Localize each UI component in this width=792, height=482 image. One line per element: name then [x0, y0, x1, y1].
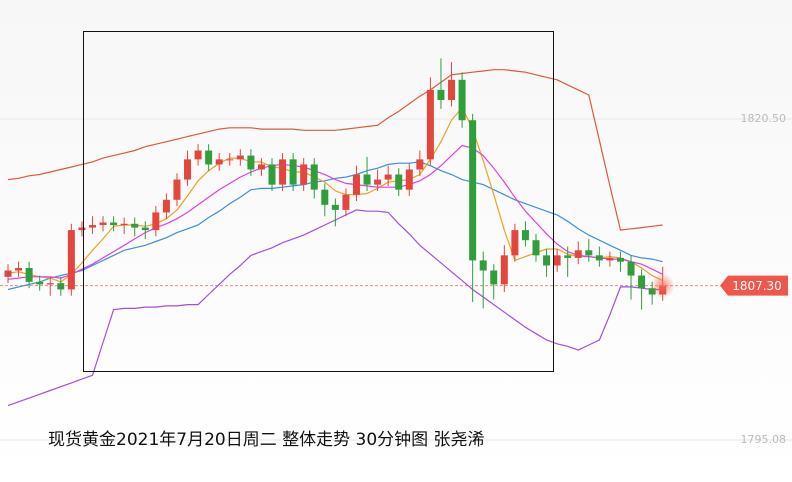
candle-body — [331, 204, 339, 210]
candle-body — [448, 79, 456, 101]
candle-body — [25, 267, 33, 282]
y-tick-label: 1820.50 — [741, 112, 787, 125]
candle-body — [289, 159, 297, 185]
candle-body — [469, 120, 477, 261]
candle-body — [458, 79, 466, 121]
candle-body — [310, 164, 318, 190]
candle-body — [543, 255, 551, 266]
candle-body — [162, 199, 170, 213]
grid — [0, 118, 792, 441]
labels: 1820.50 1795.08 1807.30 — [650, 112, 788, 446]
candle-body — [131, 223, 139, 228]
candle-body — [236, 155, 244, 160]
candle-body — [78, 227, 86, 231]
candle-body — [553, 255, 561, 266]
candle-body — [437, 89, 445, 101]
candle-body — [521, 230, 529, 241]
candle-body — [342, 194, 350, 210]
candle-body — [479, 260, 487, 271]
candle-body — [300, 164, 308, 185]
candle-body — [384, 174, 392, 180]
candle-body — [36, 281, 44, 285]
last-price-tag — [720, 275, 788, 296]
candle-body — [500, 255, 508, 285]
last-price-label: 1807.30 — [732, 279, 782, 293]
candle-body — [627, 261, 635, 276]
candle-body — [173, 179, 181, 200]
candle-body — [574, 250, 582, 258]
candle-body — [67, 230, 75, 290]
y-tick-label: 1795.08 — [741, 433, 787, 446]
last-price-glow — [650, 273, 675, 298]
candle-body — [585, 250, 593, 256]
candle-body — [57, 283, 65, 290]
candle-body — [638, 275, 646, 289]
candle-body — [226, 159, 234, 161]
candle-body — [426, 89, 434, 160]
candle-body — [352, 174, 360, 195]
candle-body — [215, 159, 223, 165]
candle-body — [606, 257, 614, 261]
candle-body — [268, 164, 276, 185]
candle-body — [141, 227, 149, 231]
candle-body — [152, 212, 160, 231]
candle-body — [511, 230, 519, 256]
candle-body — [564, 255, 572, 258]
candle-body — [395, 174, 403, 190]
candle-body — [110, 222, 118, 226]
candle-body — [616, 257, 624, 262]
candle-body — [15, 267, 23, 271]
candle-body — [120, 223, 128, 226]
candle-body — [257, 164, 265, 170]
candle-body — [374, 179, 382, 185]
candle-body — [247, 155, 255, 170]
highlight-box — [83, 31, 554, 372]
candle-body — [595, 255, 603, 261]
candle-body — [88, 225, 96, 228]
candle-body — [532, 240, 540, 256]
candle-body — [194, 150, 202, 160]
candle-body — [363, 174, 371, 185]
chart-title: 现货黄金2021年7月20日周二 整体走势 30分钟图 张尧浠 — [48, 430, 485, 450]
candle-body — [405, 169, 413, 190]
candle-body — [321, 189, 329, 205]
candle-body — [490, 270, 498, 285]
candle-body — [416, 159, 424, 170]
candle-body — [4, 270, 12, 277]
candle-body — [184, 159, 192, 180]
candle-body — [46, 283, 54, 285]
candle-body — [99, 222, 107, 226]
candle-body — [279, 159, 287, 185]
candle-body — [205, 150, 213, 165]
